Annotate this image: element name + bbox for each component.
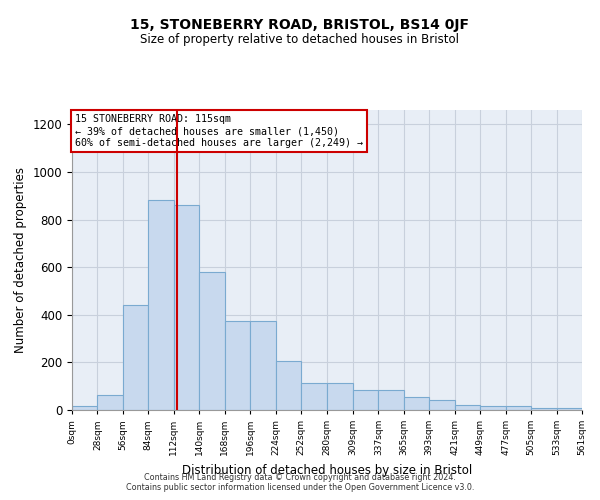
- Bar: [72, 406, 97, 410]
- Bar: [557, 408, 582, 410]
- Bar: [379, 390, 404, 410]
- Text: 15, STONEBERRY ROAD, BRISTOL, BS14 0JF: 15, STONEBERRY ROAD, BRISTOL, BS14 0JF: [131, 18, 470, 32]
- Bar: [353, 390, 379, 410]
- Bar: [174, 205, 199, 410]
- Text: 15 STONEBERRY ROAD: 115sqm
← 39% of detached houses are smaller (1,450)
60% of s: 15 STONEBERRY ROAD: 115sqm ← 39% of deta…: [74, 114, 362, 148]
- Bar: [326, 382, 353, 410]
- Bar: [275, 361, 301, 410]
- Bar: [97, 394, 123, 410]
- Text: Contains HM Land Registry data © Crown copyright and database right 2024.
Contai: Contains HM Land Registry data © Crown c…: [126, 473, 474, 492]
- Bar: [455, 405, 480, 410]
- X-axis label: Distribution of detached houses by size in Bristol: Distribution of detached houses by size …: [182, 464, 472, 476]
- Bar: [250, 320, 275, 410]
- Bar: [148, 200, 174, 410]
- Y-axis label: Number of detached properties: Number of detached properties: [14, 167, 27, 353]
- Bar: [531, 408, 557, 410]
- Bar: [301, 382, 326, 410]
- Bar: [123, 305, 148, 410]
- Bar: [225, 320, 250, 410]
- Bar: [506, 406, 531, 410]
- Bar: [480, 406, 506, 410]
- Bar: [429, 400, 455, 410]
- Text: Size of property relative to detached houses in Bristol: Size of property relative to detached ho…: [140, 32, 460, 46]
- Bar: [199, 272, 225, 410]
- Bar: [404, 397, 429, 410]
